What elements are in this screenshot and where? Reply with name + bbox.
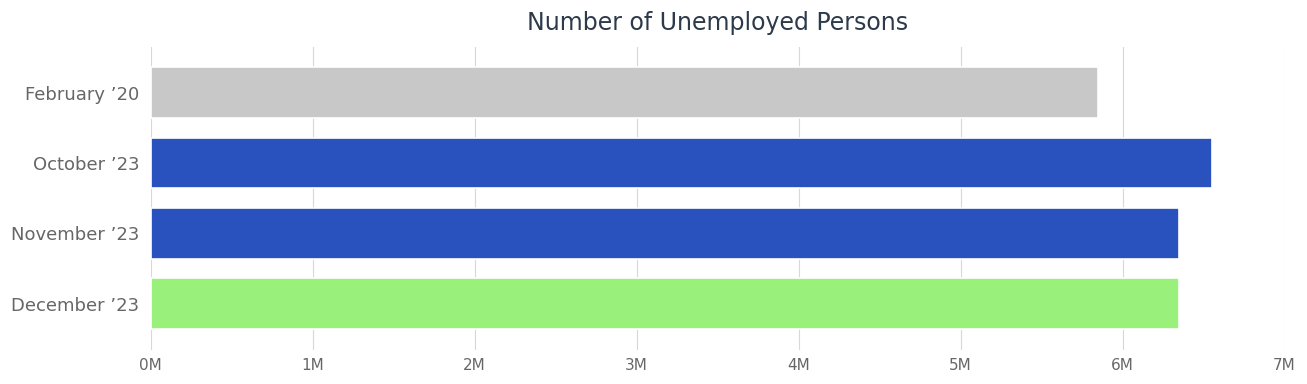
Bar: [150, 67, 1098, 118]
Bar: [150, 278, 1179, 329]
Bar: [150, 137, 1212, 188]
Title: Number of Unemployed Persons: Number of Unemployed Persons: [527, 11, 908, 35]
Bar: [150, 208, 1179, 259]
